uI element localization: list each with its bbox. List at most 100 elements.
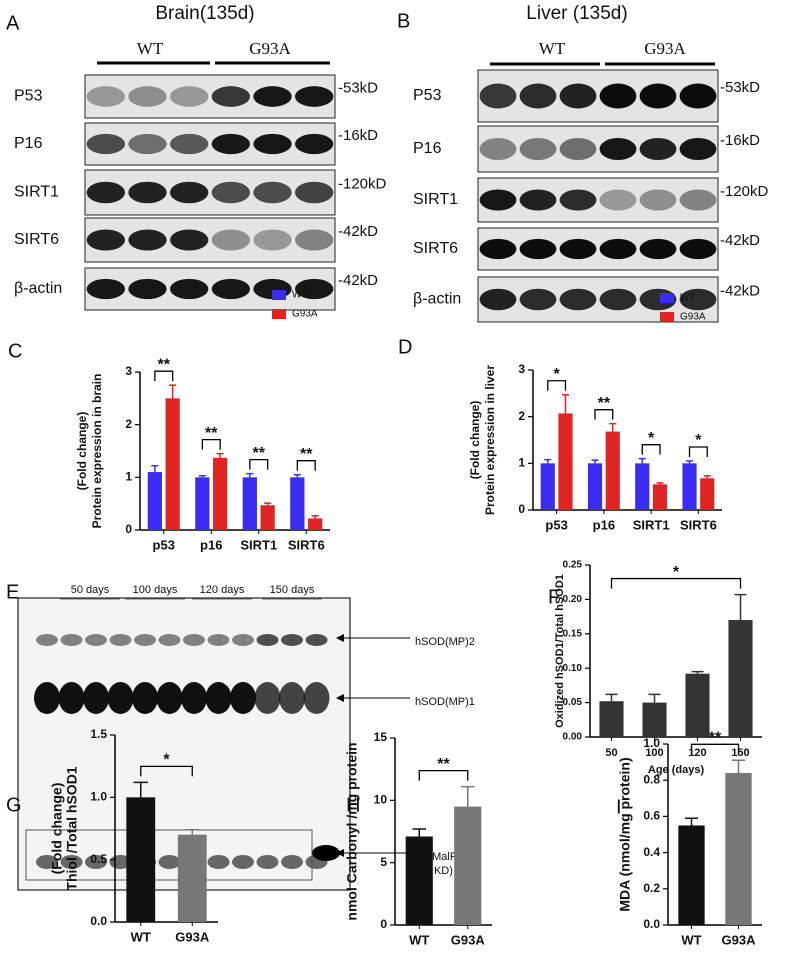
bar <box>605 431 620 510</box>
gel-band <box>181 682 207 714</box>
gel-band <box>109 634 132 646</box>
bracket <box>296 460 316 471</box>
x-tick-label: WT <box>409 932 429 947</box>
x-tick-label: G93A <box>451 932 486 947</box>
blot-band <box>211 86 250 107</box>
y-tick-label: 0.20 <box>563 594 583 605</box>
error-bar <box>703 475 711 479</box>
gel-band <box>279 682 305 714</box>
blot-strip <box>477 276 719 323</box>
blot-band <box>559 238 597 260</box>
arrow-head <box>336 634 344 642</box>
error-bar <box>412 828 427 837</box>
panel-label: C <box>8 340 22 362</box>
size-label: -53kD <box>338 79 378 96</box>
gel-band <box>232 634 254 646</box>
panel-label: G <box>6 794 22 816</box>
blot-strip <box>477 177 719 223</box>
y-tick-label: 0.05 <box>563 697 583 708</box>
error-bar <box>656 482 664 485</box>
blot-band <box>211 278 250 300</box>
y-tick-label: 0 <box>125 522 132 536</box>
y-tick-label: 0.4 <box>643 845 660 859</box>
group-label: WT <box>137 39 164 58</box>
panel-label: B <box>397 10 410 32</box>
error-bar <box>264 502 272 506</box>
blot-band <box>295 278 334 300</box>
blot-band <box>519 238 557 260</box>
blot-band <box>639 238 677 260</box>
error-bar <box>198 475 206 478</box>
y-axis-label: (Fold change) <box>468 401 482 480</box>
blot-band <box>86 229 125 251</box>
blot-band <box>170 229 209 251</box>
bar <box>652 484 668 510</box>
blot-band <box>295 181 334 204</box>
size-label: -42kD <box>720 232 760 249</box>
error-bar <box>684 817 699 826</box>
blot-band <box>128 181 167 204</box>
significance: ** <box>709 730 722 747</box>
blot-band <box>253 181 292 204</box>
y-axis-label: nmol Carbonyl /mg protein <box>344 742 360 920</box>
y-axis-label: Thiol /Total hSOD1 <box>64 766 80 890</box>
blot-band <box>599 137 637 161</box>
panel-label: D <box>398 336 412 358</box>
legend-swatch <box>660 293 674 303</box>
marker-label: hSOD(MP)1 <box>415 696 475 708</box>
gel-band <box>305 634 328 646</box>
blot-strip <box>84 122 336 166</box>
blot-band <box>170 133 209 155</box>
legend-label: WT <box>292 290 308 301</box>
blot-strip <box>477 125 719 173</box>
gel-band <box>58 682 85 714</box>
row-label: P53 <box>14 88 43 105</box>
y-tick-label: 0.00 <box>563 732 583 743</box>
x-tick-label: p16 <box>593 517 615 532</box>
blot-band <box>559 189 597 211</box>
x-tick-label: G93A <box>722 932 757 947</box>
blot-band <box>128 86 167 107</box>
error-bar <box>293 473 301 478</box>
gel-band <box>207 855 230 869</box>
size-label: -16kD <box>720 132 760 149</box>
bar <box>558 413 573 510</box>
legend-label: WT <box>680 293 696 304</box>
blot-band <box>639 137 677 161</box>
x-tick-label: G93A <box>175 929 210 944</box>
blot-band <box>128 229 167 251</box>
size-label: -53kD <box>720 79 760 96</box>
y-tick-label: 0.5 <box>90 852 107 866</box>
row-label: P16 <box>14 135 43 152</box>
y-tick-label: 0 <box>518 502 525 516</box>
error-bar <box>638 457 646 464</box>
gel-band <box>281 634 303 646</box>
bar <box>177 834 207 922</box>
y-tick-label: 1.0 <box>643 736 660 750</box>
gel-band <box>207 634 230 646</box>
blot-band <box>170 278 209 300</box>
gel-band <box>158 634 181 646</box>
bracket <box>690 743 740 755</box>
significance: * <box>695 432 702 449</box>
blot-band <box>679 288 717 311</box>
blot-title: Liver (135d) <box>526 3 627 24</box>
panel-label: F <box>548 586 560 608</box>
panel-label: H <box>346 794 360 816</box>
error-bar <box>691 670 704 674</box>
error-bar <box>311 515 319 519</box>
gel-band <box>254 682 281 714</box>
bracket <box>249 458 269 470</box>
blot-strip <box>477 69 719 123</box>
gel-band <box>205 682 232 714</box>
blot-band <box>599 83 637 109</box>
significance: ** <box>158 356 171 373</box>
error-bar <box>605 693 618 702</box>
error-bar <box>133 781 148 798</box>
gel-band <box>232 855 254 869</box>
bracket <box>140 765 193 777</box>
significance: ** <box>205 425 218 442</box>
gel-band <box>158 855 181 869</box>
x-tick-label: p53 <box>153 537 175 552</box>
gel-band <box>36 855 58 869</box>
